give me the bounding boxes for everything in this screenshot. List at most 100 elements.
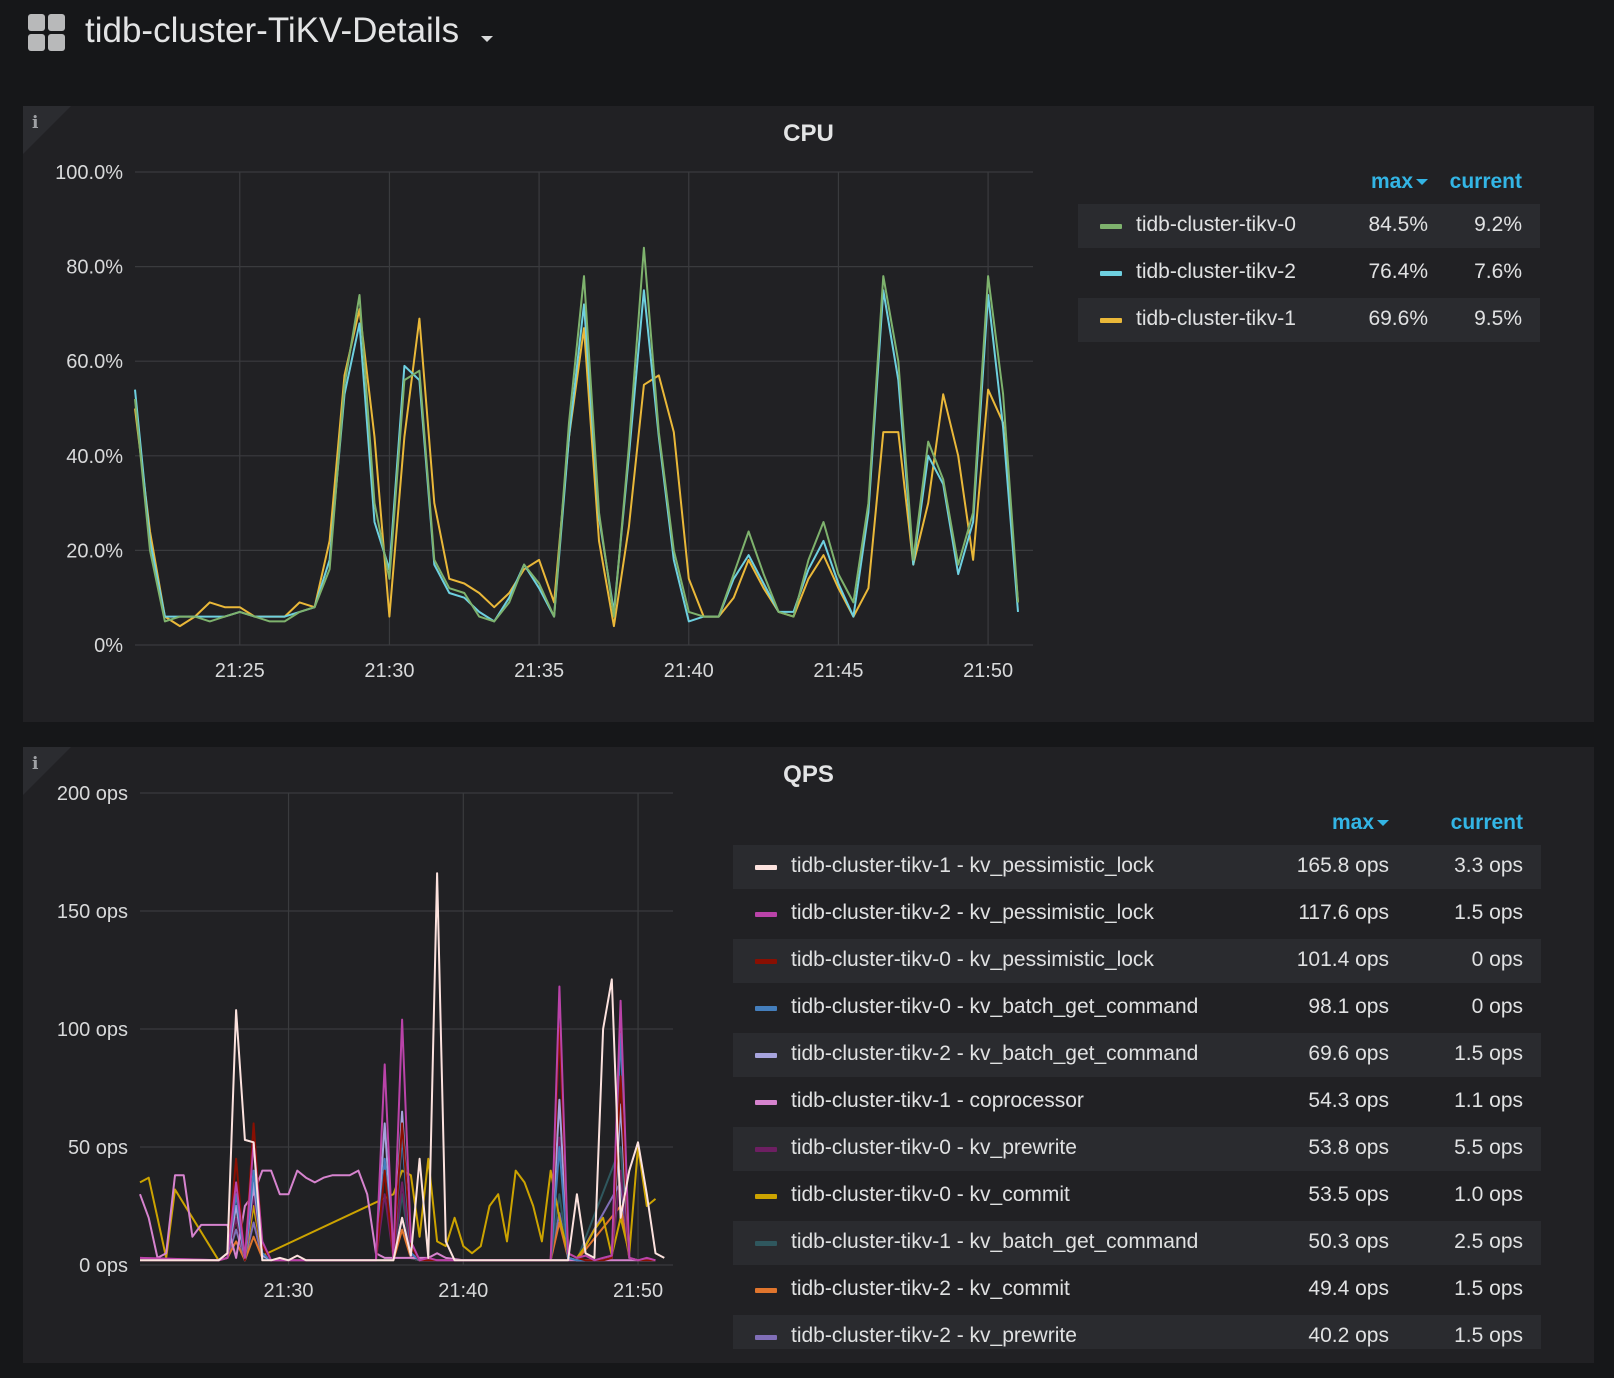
- legend-current-value: 1.5 ops: [1454, 1324, 1523, 1347]
- panel-info-corner: [23, 106, 71, 154]
- y-tick-label: 60.0%: [66, 351, 123, 373]
- legend-series-name[interactable]: tidb-cluster-tikv-2 - kv_prewrite: [791, 1324, 1077, 1347]
- x-tick-label: 21:50: [963, 660, 1013, 682]
- legend-max-value: 54.3 ops: [1308, 1089, 1389, 1112]
- qps-legend-scroll[interactable]: max current tidb-cluster-tikv-1 - kv_pes…: [733, 809, 1541, 1349]
- legend-max-value: 69.6 ops: [1308, 1042, 1389, 1065]
- legend-series-name[interactable]: tidb-cluster-tikv-2 - kv_pessimistic_loc…: [791, 901, 1154, 924]
- legend-series-name[interactable]: tidb-cluster-tikv-2 - kv_batch_get_comma…: [791, 1042, 1199, 1065]
- legend-swatch: [755, 1241, 777, 1246]
- legend-series-name[interactable]: tidb-cluster-tikv-1 - coprocessor: [791, 1089, 1084, 1112]
- legend-item[interactable]: tidb-cluster-tikv-1 - kv_pessimistic_loc…: [733, 845, 1541, 889]
- legend-series-name[interactable]: tidb-cluster-tikv-0 - kv_pessimistic_loc…: [791, 948, 1154, 971]
- legend-series-name[interactable]: tidb-cluster-tikv-1: [1136, 307, 1296, 330]
- y-tick-label: 80.0%: [66, 257, 123, 279]
- sort-caret-icon: [1377, 820, 1389, 827]
- series-line[interactable]: [140, 872, 665, 1262]
- legend-current-value: 2.5 ops: [1454, 1230, 1523, 1253]
- cpu-panel: i CPU 0% 20.0% 40.0% 60.0% 80.0% 100.0% 21:25 2…: [23, 106, 1594, 722]
- legend-series-name[interactable]: tidb-cluster-tikv-0 - kv_batch_get_comma…: [791, 995, 1199, 1018]
- legend-max-value: 76.4%: [1368, 260, 1428, 283]
- legend-current-value: 7.6%: [1474, 260, 1522, 283]
- legend-series-name[interactable]: tidb-cluster-tikv-0 - kv_prewrite: [791, 1136, 1077, 1159]
- legend-header-max[interactable]: max: [1371, 170, 1428, 194]
- legend-header-current[interactable]: current: [1450, 811, 1523, 834]
- legend-header-current[interactable]: current: [1449, 170, 1522, 193]
- legend-item[interactable]: tidb-cluster-tikv-0 - kv_batch_get_comma…: [733, 986, 1541, 1030]
- legend-max-value: 84.5%: [1368, 213, 1428, 236]
- legend-item[interactable]: tidb-cluster-tikv-2 - kv_pessimistic_loc…: [733, 892, 1541, 936]
- legend-series-name[interactable]: tidb-cluster-tikv-2: [1136, 260, 1296, 283]
- legend-item[interactable]: tidb-cluster-tikv-0 84.5% 9.2%: [1078, 204, 1540, 248]
- y-tick-label: 50 ops: [68, 1137, 128, 1159]
- dashboard-header: tidb-cluster-TiKV-Details: [0, 0, 1614, 80]
- legend-max-value: 165.8 ops: [1296, 854, 1389, 877]
- legend-swatch: [755, 1053, 777, 1058]
- sort-caret-icon: [1416, 179, 1428, 186]
- legend-swatch: [755, 865, 777, 870]
- y-tick-label: 0%: [94, 635, 123, 657]
- x-tick-label: 21:25: [215, 660, 265, 682]
- legend-series-name[interactable]: tidb-cluster-tikv-1 - kv_pessimistic_loc…: [791, 854, 1154, 877]
- legend-current-value: 1.5 ops: [1454, 1277, 1523, 1300]
- legend-max-value: 40.2 ops: [1308, 1324, 1389, 1347]
- panel-title: QPS: [783, 761, 834, 788]
- dashboard-grid-icon[interactable]: [28, 14, 66, 52]
- legend-series-name[interactable]: tidb-cluster-tikv-0: [1136, 213, 1296, 236]
- legend-swatch: [755, 1006, 777, 1011]
- legend-current-value: 9.2%: [1474, 213, 1522, 236]
- y-tick-label: 40.0%: [66, 446, 123, 468]
- legend-item[interactable]: tidb-cluster-tikv-0 - kv_pessimistic_loc…: [733, 939, 1541, 983]
- legend-item[interactable]: tidb-cluster-tikv-1 - coprocessor 54.3 op…: [733, 1080, 1541, 1124]
- legend-swatch: [755, 1194, 777, 1199]
- legend-current-value: 1.1 ops: [1454, 1089, 1523, 1112]
- qps-panel: i QPS 0 ops 50 ops 100 ops 150 ops 200 ops 21…: [23, 747, 1594, 1363]
- info-icon[interactable]: i: [32, 113, 39, 133]
- legend-item[interactable]: tidb-cluster-tikv-1 - kv_batch_get_comma…: [733, 1221, 1541, 1265]
- series-line[interactable]: [139, 985, 656, 1262]
- legend-series-name[interactable]: tidb-cluster-tikv-1 - kv_batch_get_comma…: [791, 1230, 1199, 1253]
- legend-item[interactable]: tidb-cluster-tikv-0 - kv_commit 53.5 ops 1…: [733, 1174, 1541, 1218]
- x-tick-label: 21:35: [514, 660, 564, 682]
- legend-current-value: 9.5%: [1474, 307, 1522, 330]
- legend-max-value: 117.6 ops: [1298, 901, 1389, 924]
- cpu-chart[interactable]: 0% 20.0% 40.0% 60.0% 80.0% 100.0% 21:25 21:30 21…: [23, 106, 1594, 722]
- legend-series-name[interactable]: tidb-cluster-tikv-2 - kv_commit: [791, 1277, 1070, 1300]
- legend-header-max[interactable]: max: [1332, 811, 1389, 835]
- legend-current-value: 1.5 ops: [1454, 1042, 1523, 1065]
- legend-current-value: 5.5 ops: [1454, 1136, 1523, 1159]
- legend-item[interactable]: tidb-cluster-tikv-2 - kv_prewrite 40.2 op…: [733, 1315, 1541, 1349]
- y-tick-label: 100.0%: [55, 162, 123, 184]
- legend-swatch: [755, 1147, 777, 1152]
- legend-swatch: [755, 1288, 777, 1293]
- x-tick-label: 21:30: [264, 1280, 314, 1302]
- y-tick-label: 20.0%: [66, 540, 123, 562]
- legend-item[interactable]: tidb-cluster-tikv-1 69.6% 9.5%: [1078, 298, 1540, 342]
- legend-swatch: [755, 912, 777, 917]
- legend-max-value: 53.8 ops: [1308, 1136, 1389, 1159]
- legend-current-value: 0 ops: [1471, 948, 1523, 971]
- legend-item[interactable]: tidb-cluster-tikv-2 76.4% 7.6%: [1078, 251, 1540, 295]
- dashboard-title[interactable]: tidb-cluster-TiKV-Details: [85, 11, 460, 50]
- legend-swatch: [1100, 318, 1122, 323]
- chevron-down-icon[interactable]: [481, 36, 493, 42]
- legend-swatch: [755, 1335, 777, 1340]
- legend-swatch: [1100, 271, 1122, 276]
- x-tick-label: 21:40: [438, 1280, 488, 1302]
- legend-item[interactable]: tidb-cluster-tikv-0 - kv_prewrite 53.8 op…: [733, 1127, 1541, 1171]
- series-line[interactable]: [134, 246, 1019, 623]
- legend-swatch: [755, 1100, 777, 1105]
- legend-item[interactable]: tidb-cluster-tikv-2 - kv_batch_get_comma…: [733, 1033, 1541, 1077]
- panel-info-corner: [23, 747, 71, 795]
- y-tick-label: 150 ops: [57, 901, 128, 923]
- legend-max-value: 49.4 ops: [1308, 1277, 1389, 1300]
- legend-item[interactable]: tidb-cluster-tikv-2 - kv_commit 49.4 ops 1…: [733, 1268, 1541, 1312]
- legend-series-name[interactable]: tidb-cluster-tikv-0 - kv_commit: [791, 1183, 1070, 1206]
- legend-swatch: [1100, 224, 1122, 229]
- y-tick-label: 0 ops: [79, 1255, 128, 1277]
- legend-current-value: 3.3 ops: [1454, 854, 1523, 877]
- legend-swatch: [755, 959, 777, 964]
- qps-chart[interactable]: 0 ops 50 ops 100 ops 150 ops 200 ops 21:30 21:…: [23, 747, 1594, 1363]
- legend-max-value: 98.1 ops: [1308, 995, 1389, 1018]
- info-icon[interactable]: i: [32, 754, 39, 774]
